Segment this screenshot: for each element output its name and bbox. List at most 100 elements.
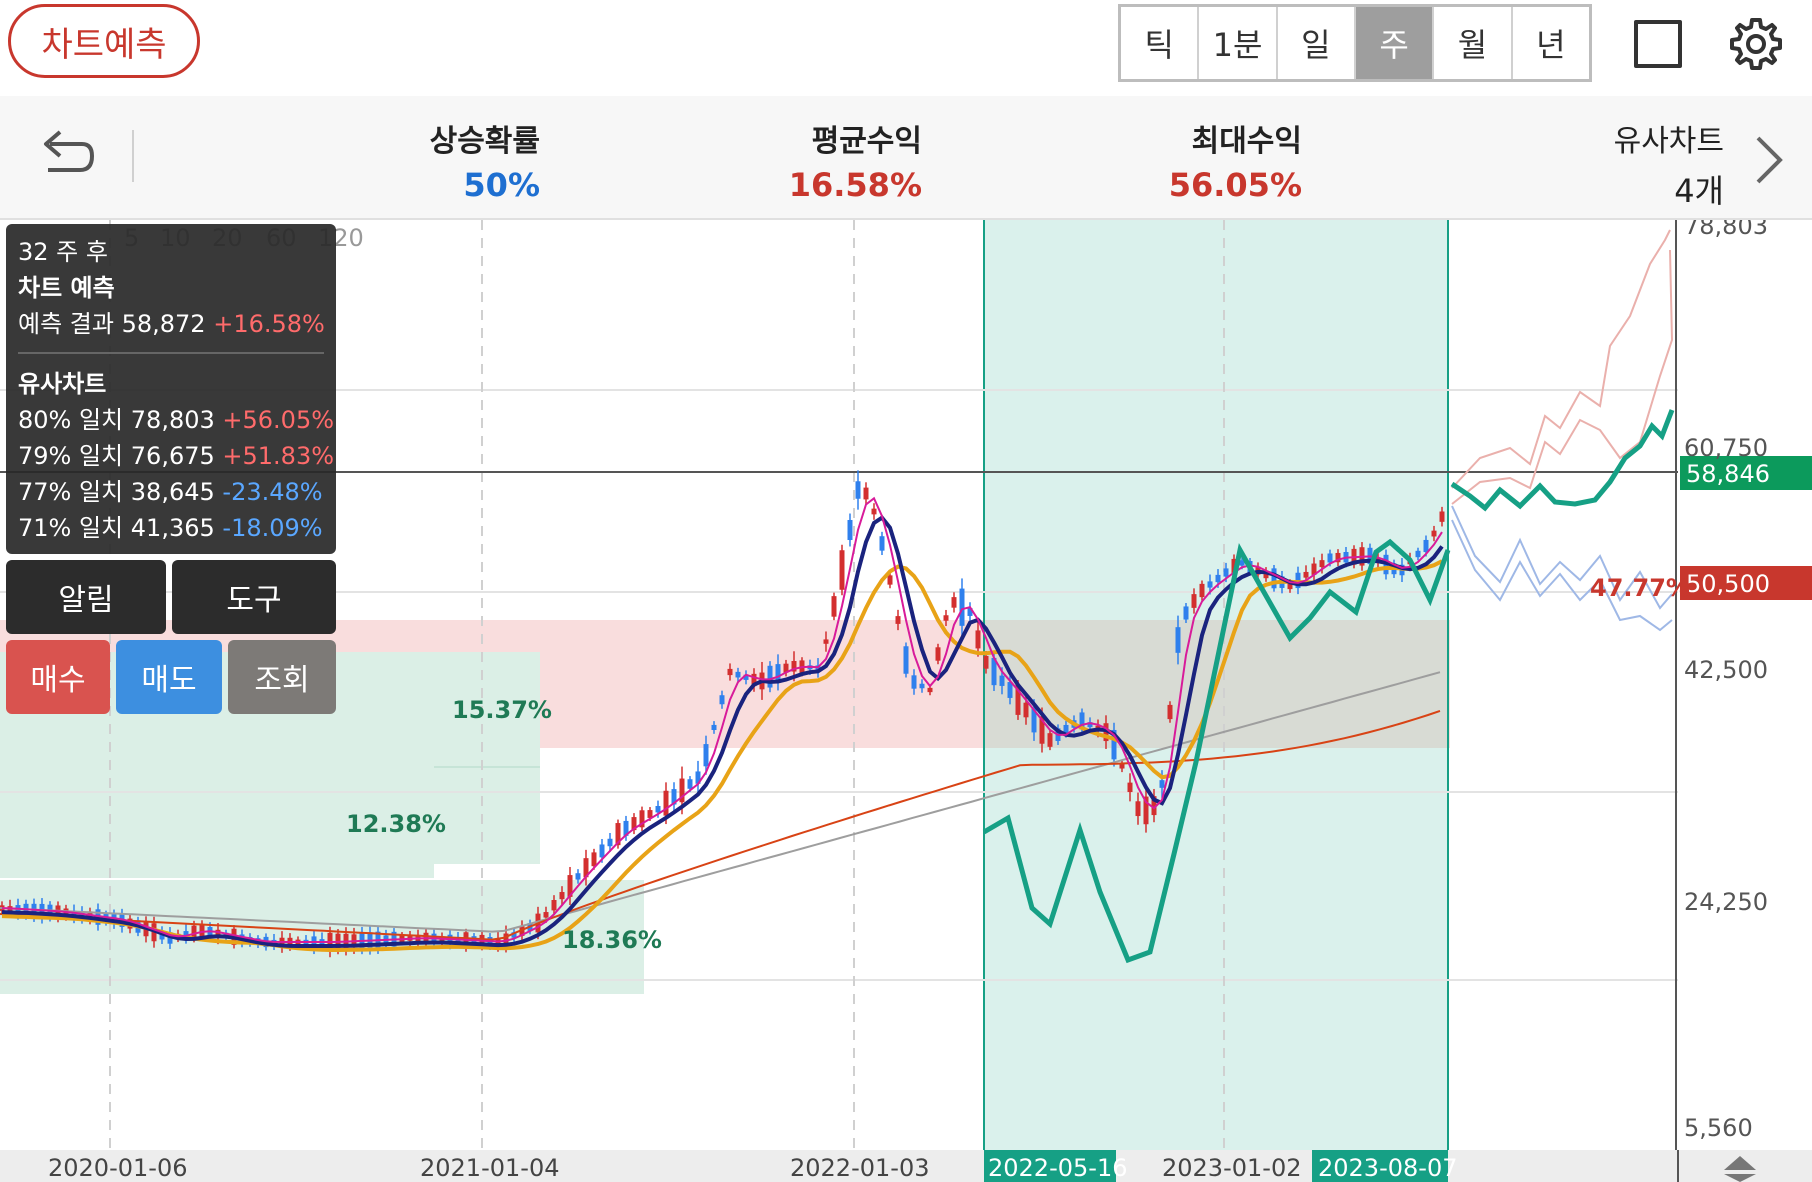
chart-predict-button[interactable]: 차트예측: [8, 4, 200, 78]
inquiry-button[interactable]: 조회: [228, 640, 336, 714]
candle-body: [1303, 571, 1309, 578]
similar-match: 77% 일치: [18, 478, 124, 506]
candle-body: [79, 912, 85, 918]
y-tick-label-2: 60,750: [1684, 434, 1768, 462]
candle-body: [631, 817, 637, 831]
average-return-value: 16.58%: [788, 166, 922, 204]
candle-body: [823, 639, 829, 644]
similar-row-2: 79% 일치 76,675 +51.83%: [18, 438, 334, 474]
max-return-value: 56.05%: [1168, 166, 1302, 204]
similar-change: +51.83%: [222, 442, 335, 470]
volume-profile-label-2: 12.38%: [346, 810, 446, 838]
candle-body: [575, 873, 581, 880]
candle-body: [671, 789, 677, 805]
similar-match: 71% 일치: [18, 514, 124, 542]
similar-charts-stat[interactable]: 유사차트 4개: [1560, 116, 1724, 212]
similar-row-1: 80% 일치 78,803 +56.05%: [18, 402, 334, 438]
chart-area[interactable]: 78,803 60,750 42,500 24,250 5,560 58,846…: [0, 220, 1812, 1182]
x-tick-label-4: 2023-01-02: [1162, 1154, 1301, 1182]
buy-button[interactable]: 매수: [6, 640, 110, 714]
similar-projection-1: [1451, 249, 1674, 505]
candle-body: [839, 550, 845, 590]
tab-1min[interactable]: 1분: [1199, 7, 1278, 79]
candle-body: [1207, 581, 1213, 588]
pattern-zigzag-line: [982, 538, 1451, 964]
candle-body: [519, 926, 525, 936]
scroll-up-icon[interactable]: [1724, 1156, 1756, 1170]
candle-body: [663, 790, 669, 816]
candle-body: [1423, 539, 1429, 553]
fullscreen-icon[interactable]: [1634, 20, 1682, 68]
candle-body: [1111, 729, 1117, 760]
average-return-label: 평균수익: [811, 124, 922, 159]
candle-body: [1231, 558, 1237, 575]
alert-button[interactable]: 알림: [6, 560, 166, 634]
prediction-line: [1450, 409, 1675, 512]
x-tick-label-2: 2021-01-04: [420, 1154, 559, 1182]
candle-body: [1159, 780, 1165, 788]
candle-body: [703, 744, 709, 767]
prediction-result-value: 58,872: [121, 310, 206, 338]
period-tabs: 틱 1분 일 주 월 년: [1118, 4, 1592, 82]
tab-month[interactable]: 월: [1434, 7, 1513, 79]
sell-button[interactable]: 매도: [116, 640, 222, 714]
candle-body: [1031, 707, 1037, 733]
candle-body: [1143, 796, 1149, 825]
candle-body: [215, 929, 221, 938]
reference-price-label: 50,500: [1686, 570, 1770, 598]
tab-day[interactable]: 일: [1278, 7, 1356, 79]
candle-body: [831, 596, 837, 617]
similar-value: 38,645: [130, 478, 215, 506]
chart-prediction-title: 차트 예측: [18, 274, 115, 302]
candle-body: [615, 823, 621, 846]
gear-icon[interactable]: [1728, 16, 1784, 72]
candle-body: [1191, 594, 1197, 608]
candle-body: [863, 487, 869, 500]
candle-body: [591, 852, 597, 867]
tools-button[interactable]: 도구: [172, 560, 336, 634]
candle-body: [1119, 763, 1125, 769]
candle-body: [1023, 702, 1029, 718]
ma60-line: [0, 709, 1441, 941]
candle-body: [711, 724, 717, 731]
candle-body: [567, 875, 573, 897]
candle-body: [71, 910, 77, 917]
candle-body: [1319, 560, 1325, 568]
similar-value: 76,675: [130, 442, 215, 470]
tab-week[interactable]: 주: [1355, 7, 1435, 79]
candle-body: [1183, 606, 1189, 620]
similar-charts-value: 4개: [1674, 172, 1724, 210]
volume-profile-label-3: 18.36%: [562, 926, 662, 954]
candle-body: [1175, 627, 1181, 653]
candle-body: [551, 900, 557, 911]
candle-body: [511, 932, 517, 938]
candle-body: [1327, 553, 1333, 563]
tab-year[interactable]: 년: [1536, 26, 1566, 64]
similar-match: 79% 일치: [18, 442, 124, 470]
similar-row-4: 71% 일치 41,365 -18.09%: [18, 510, 324, 546]
candle-body: [975, 630, 981, 649]
ma5-line: [1, 496, 1443, 943]
candle-body: [1439, 511, 1445, 522]
candle-body: [735, 671, 741, 678]
candle-body: [871, 508, 877, 515]
average-return-stat: 평균수익 16.58%: [780, 116, 922, 204]
similar-change: -18.09%: [222, 514, 323, 542]
price-chart[interactable]: 78,803 60,750 42,500 24,250 5,560 58,846…: [0, 220, 1812, 1182]
undo-icon[interactable]: [36, 126, 96, 186]
prediction-result-label: 예측 결과: [18, 310, 114, 338]
y-tick-label-3: 42,500: [1684, 656, 1768, 684]
rise-probability-stat: 상승확률 50%: [400, 116, 540, 204]
tab-tick[interactable]: 틱: [1121, 7, 1200, 79]
top-bar: 차트예측 틱 1분 일 주 월 년: [0, 0, 1812, 96]
chevron-right-icon[interactable]: [1748, 132, 1788, 188]
similar-row-3: 77% 일치 38,645 -23.48%: [18, 474, 324, 510]
reference-price-box: [1680, 566, 1812, 600]
candle-body: [1039, 716, 1045, 744]
candle-body: [855, 481, 861, 499]
volume-profile-bar-2: [0, 766, 434, 878]
scroll-down-icon[interactable]: [1724, 1174, 1756, 1182]
vertical-date-gridlines: [109, 220, 1225, 1150]
candle-body: [879, 536, 885, 551]
candle-body: [775, 664, 781, 681]
